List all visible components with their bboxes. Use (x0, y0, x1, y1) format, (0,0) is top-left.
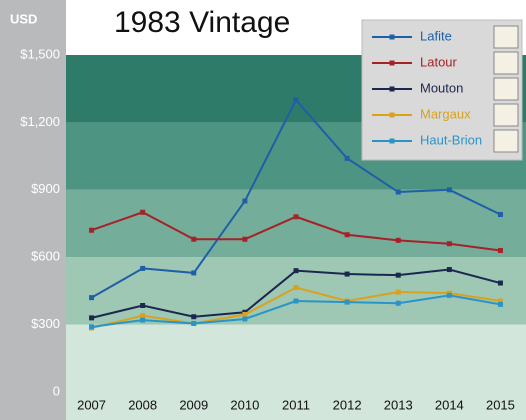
legend-marker (389, 112, 395, 118)
legend-label: Margaux (420, 106, 471, 121)
wine-label-icon (493, 51, 519, 75)
legend-marker (389, 60, 395, 66)
chart-title: 1983 Vintage (114, 6, 290, 39)
point (395, 189, 401, 195)
axis-strip (0, 0, 66, 420)
point (395, 300, 401, 306)
point (446, 292, 452, 298)
point (191, 236, 197, 242)
point (191, 320, 197, 326)
band (66, 257, 526, 325)
point (89, 315, 95, 321)
point (242, 236, 248, 242)
legend-label: Latour (420, 54, 458, 69)
point (344, 232, 350, 238)
y-tick-label: $1,500 (20, 46, 60, 61)
point (497, 280, 503, 286)
point (140, 209, 146, 215)
point (191, 270, 197, 276)
point (446, 241, 452, 247)
x-tick-label: 2009 (179, 397, 208, 412)
point (344, 271, 350, 277)
point (293, 298, 299, 304)
point (446, 267, 452, 273)
x-tick-label: 2008 (128, 397, 157, 412)
point (140, 303, 146, 309)
point (395, 272, 401, 278)
x-tick-label: 2015 (486, 397, 515, 412)
point (89, 324, 95, 330)
point (497, 298, 503, 304)
bottom-band (66, 392, 526, 420)
y-tick-label: $600 (31, 249, 60, 264)
point (242, 198, 248, 204)
wine-label-icon (493, 103, 519, 127)
point (395, 237, 401, 243)
point (89, 227, 95, 233)
wine-label-icon (493, 77, 519, 101)
point (395, 289, 401, 295)
point (191, 314, 197, 320)
point (293, 97, 299, 103)
legend-marker (389, 138, 395, 144)
y-tick-label: $900 (31, 181, 60, 196)
legend-label: Mouton (420, 80, 463, 95)
point (344, 155, 350, 161)
wine-label-icon (493, 25, 519, 49)
band (66, 189, 526, 258)
x-tick-label: 2010 (230, 397, 259, 412)
legend-marker (389, 34, 395, 40)
band (66, 324, 526, 392)
x-tick-label: 2014 (435, 397, 464, 412)
y-axis-label: USD (10, 11, 37, 26)
y-tick-label: $1,200 (20, 114, 60, 129)
point (293, 268, 299, 274)
point (446, 187, 452, 193)
x-tick-label: 2011 (282, 397, 310, 412)
point (89, 295, 95, 301)
point (242, 316, 248, 322)
point (140, 313, 146, 319)
x-tick-label: 2007 (77, 397, 106, 412)
legend-label: Lafite (420, 28, 452, 43)
point (140, 265, 146, 271)
wine-label-icon (493, 129, 519, 153)
point (344, 299, 350, 305)
point (497, 247, 503, 253)
point (293, 285, 299, 291)
y-tick-label: 0 (53, 383, 60, 398)
point (293, 214, 299, 220)
point (242, 311, 248, 317)
y-tick-label: $300 (31, 316, 60, 331)
x-tick-label: 2012 (333, 397, 362, 412)
point (140, 317, 146, 323)
legend-label: Haut-Brion (420, 132, 482, 147)
point (497, 301, 503, 307)
point (497, 212, 503, 218)
x-tick-label: 2013 (384, 397, 413, 412)
legend-marker (389, 86, 395, 92)
